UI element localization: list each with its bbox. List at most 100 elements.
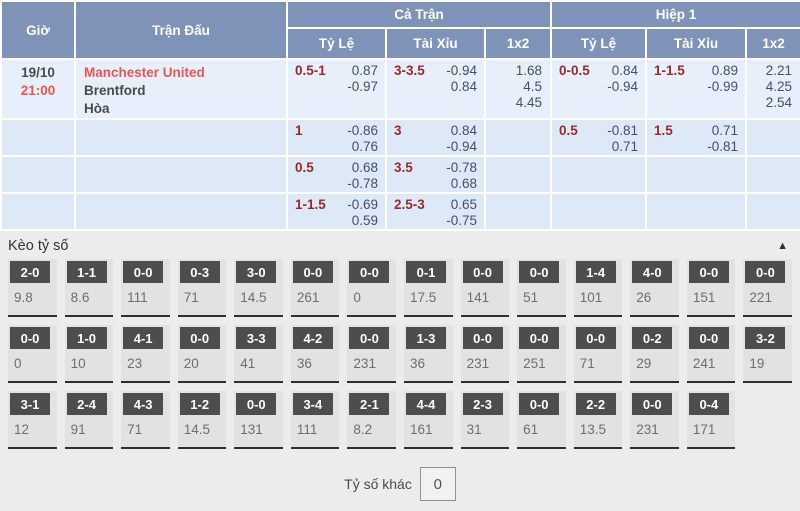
score-odds-cell[interactable]: 0-0 61 [517, 391, 566, 449]
score-label: 3-1 [10, 393, 50, 415]
score-odds-cell[interactable]: 0-0 221 [743, 259, 792, 317]
home-team: Manchester United [84, 65, 205, 80]
score-odds-cell[interactable]: 0-0 231 [630, 391, 679, 449]
score-odds-cell[interactable]: 4-4 161 [404, 391, 453, 449]
odds-cell-h1-1x2 [745, 155, 800, 194]
score-odds-value: 8.6 [70, 290, 90, 305]
score-odds-cell[interactable]: 1-4 101 [573, 259, 623, 317]
odds-cell-h1-over-under[interactable]: 1-1.5 0.89 -0.99 [645, 58, 748, 120]
score-odds-cell[interactable]: 0-0 151 [686, 259, 736, 317]
score-odds-cell[interactable]: 0-0 261 [290, 259, 340, 317]
odds-value: 4.45 [515, 95, 543, 110]
col-header-first-half: Hiệp 1 [550, 0, 800, 29]
score-odds-value: 12 [14, 422, 30, 437]
score-odds-cell[interactable]: 4-1 23 [121, 325, 170, 383]
score-odds-value: 23 [127, 356, 143, 371]
score-odds-value: 51 [523, 290, 539, 305]
score-odds-cell[interactable]: 1-2 14.5 [177, 391, 227, 449]
odds-value: 0.59 [351, 213, 378, 228]
score-odds-cell[interactable]: 0-0 0 [8, 325, 57, 383]
odds-cell-ft-over-under[interactable]: 3 0.84 -0.94 [385, 118, 486, 157]
score-odds-cell[interactable]: 0-0 141 [460, 259, 510, 317]
score-odds-cell[interactable]: 0-2 29 [630, 325, 679, 383]
score-odds-cell[interactable]: 0-0 241 [686, 325, 736, 383]
odds-cell-ft-1x2 [483, 192, 553, 231]
score-odds-value: 8.2 [353, 422, 373, 437]
odds-cell-ft-handicap[interactable]: 0.5 0.68 -0.78 [286, 155, 387, 194]
score-odds-cell[interactable]: 0-0 231 [347, 325, 396, 383]
score-odds-cell[interactable]: 4-0 26 [630, 259, 679, 317]
correct-score-header-bar: Kèo tỷ số ▲ [0, 233, 800, 259]
match-cell: Manchester United Brentford Hòa [74, 58, 288, 120]
score-odds-cell[interactable]: 4-2 36 [290, 325, 340, 383]
odds-cell-h1-handicap[interactable]: 0.5 -0.81 0.71 [550, 118, 648, 157]
odds-cell-h1-1x2 [745, 192, 800, 231]
odds-cell-h1-1x2[interactable]: 2.21 4.25 2.54 [745, 58, 800, 120]
score-odds-cell[interactable]: 2-0 9.8 [8, 259, 57, 317]
score-odds-cell[interactable]: 2-2 13.5 [573, 391, 623, 449]
odds-cell-h1-over-under [645, 192, 748, 231]
handicap-line: 1 [295, 123, 303, 138]
score-odds-cell[interactable]: 3-3 41 [234, 325, 283, 383]
score-odds-cell[interactable]: 0-0 111 [121, 259, 170, 317]
odds-value: -0.75 [446, 213, 477, 228]
score-odds-cell[interactable]: 1-0 10 [64, 325, 114, 383]
score-grid-row: 0-0 0 1-0 10 4-1 23 0-0 20 3-3 41 4-2 36 0-0 231 1-3 36… [0, 325, 800, 383]
score-odds-value: 71 [127, 422, 143, 437]
odds-cell-ft-over-under[interactable]: 3-3.5 -0.94 0.84 [385, 58, 486, 120]
score-odds-cell[interactable]: 2-3 31 [460, 391, 510, 449]
score-odds-cell[interactable]: 2-4 91 [64, 391, 114, 449]
score-odds-cell[interactable]: 0-4 171 [686, 391, 736, 449]
odds-cell-ft-handicap[interactable]: 1-1.5 -0.69 0.59 [286, 192, 387, 231]
odds-cell-h1-handicap[interactable]: 0-0.5 0.84 -0.94 [550, 58, 648, 120]
score-odds-cell[interactable]: 1-1 8.6 [64, 259, 114, 317]
score-odds-cell[interactable]: 0-1 17.5 [404, 259, 453, 317]
score-label: 1-1 [66, 261, 107, 283]
score-odds-value: 151 [692, 290, 716, 305]
score-odds-value: 261 [296, 290, 320, 305]
score-label: 0-0 [462, 261, 503, 283]
odds-cell-ft-over-under[interactable]: 2.5-3 0.65 -0.75 [385, 192, 486, 231]
col-header-match: Trận Đấu [74, 0, 288, 60]
score-odds-cell[interactable]: 3-0 14.5 [234, 259, 283, 317]
score-odds-cell[interactable]: 2-1 8.2 [347, 391, 396, 449]
odds-value: 4.25 [765, 79, 793, 94]
score-odds-cell[interactable]: 3-2 19 [743, 325, 792, 383]
score-label: 0-4 [688, 393, 729, 415]
odds-value: -0.81 [707, 139, 739, 154]
score-odds-cell[interactable]: 0-0 251 [517, 325, 566, 383]
score-odds-cell[interactable]: 3-4 111 [290, 391, 340, 449]
score-label: 2-0 [10, 261, 50, 283]
score-odds-value: 101 [579, 290, 603, 305]
score-odds-cell[interactable]: 0-3 71 [177, 259, 227, 317]
odds-cell-h1-over-under[interactable]: 1.5 0.71 -0.81 [645, 118, 748, 157]
score-odds-cell[interactable]: 0-0 71 [573, 325, 623, 383]
score-odds-cell[interactable]: 0-0 51 [517, 259, 566, 317]
other-score-input[interactable]: 0 [419, 467, 456, 501]
score-odds-value: 161 [410, 422, 433, 437]
odds-cell-ft-over-under[interactable]: 3.5 -0.78 0.68 [385, 155, 486, 194]
over-under-line: 3-3.5 [394, 63, 425, 78]
odds-cell-ft-handicap[interactable]: 0.5-1 0.87 -0.97 [286, 58, 387, 120]
score-odds-cell[interactable]: 3-1 12 [8, 391, 57, 449]
score-grid-row: 2-0 9.8 1-1 8.6 0-0 111 0-3 71 3-0 14.5 0-0 261 0-0 0… [0, 259, 800, 317]
odds-value: 0.68 [351, 160, 378, 175]
odds-value: -0.94 [607, 79, 639, 94]
score-label: 3-0 [236, 261, 277, 283]
score-odds-cell[interactable]: 0-0 131 [234, 391, 283, 449]
over-under-line: 2.5-3 [394, 197, 425, 212]
odds-value: 0.87 [351, 63, 378, 78]
odds-value: 2.54 [765, 95, 793, 110]
score-odds-cell[interactable]: 1-3 36 [404, 325, 453, 383]
score-odds-value: 131 [240, 422, 263, 437]
score-odds-cell[interactable]: 0-0 0 [347, 259, 396, 317]
score-odds-cell[interactable]: 0-0 20 [177, 325, 227, 383]
collapse-icon[interactable]: ▲ [777, 239, 788, 252]
odds-cell-h1-over-under [645, 155, 748, 194]
score-odds-cell[interactable]: 4-3 71 [121, 391, 170, 449]
odds-cell-ft-handicap[interactable]: 1 -0.86 0.76 [286, 118, 387, 157]
odds-cell-ft-1x2[interactable]: 1.68 4.5 4.45 [483, 58, 553, 120]
over-under-line: 3 [394, 123, 402, 138]
match-date: 19/10 [21, 65, 55, 80]
score-odds-cell[interactable]: 0-0 231 [460, 325, 510, 383]
